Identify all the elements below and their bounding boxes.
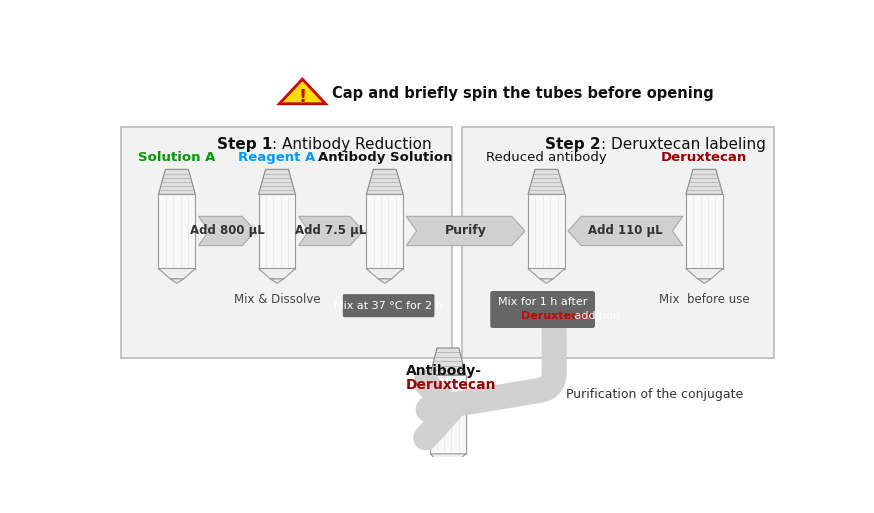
Polygon shape (687, 252, 722, 268)
Polygon shape (430, 348, 466, 375)
Text: Add 110 μL: Add 110 μL (588, 225, 662, 238)
Polygon shape (158, 268, 196, 279)
Text: : Deruxtecan labeling: : Deruxtecan labeling (600, 137, 766, 152)
Polygon shape (406, 216, 525, 246)
Text: Reduced antibody: Reduced antibody (486, 151, 607, 164)
Polygon shape (366, 194, 403, 268)
FancyBboxPatch shape (490, 291, 595, 328)
Polygon shape (430, 375, 466, 454)
Polygon shape (697, 279, 711, 283)
Polygon shape (259, 169, 295, 194)
FancyBboxPatch shape (343, 294, 434, 317)
Polygon shape (280, 79, 325, 104)
Text: Mix for 1 h after: Mix for 1 h after (498, 297, 587, 307)
Text: Step 2: Step 2 (545, 137, 600, 152)
Polygon shape (430, 454, 466, 465)
Polygon shape (529, 246, 565, 268)
Polygon shape (442, 465, 454, 468)
Text: Antibody-: Antibody- (406, 364, 482, 378)
Polygon shape (170, 279, 184, 282)
Polygon shape (299, 216, 364, 246)
Polygon shape (441, 465, 454, 470)
Text: Purify: Purify (445, 225, 487, 238)
Polygon shape (159, 235, 195, 268)
Polygon shape (270, 279, 284, 283)
Polygon shape (367, 252, 403, 268)
Polygon shape (431, 424, 465, 454)
FancyBboxPatch shape (121, 127, 452, 358)
FancyBboxPatch shape (461, 127, 773, 358)
Text: Antibody Solution: Antibody Solution (317, 151, 452, 164)
Polygon shape (271, 279, 283, 282)
Polygon shape (528, 194, 565, 268)
Polygon shape (698, 279, 711, 282)
Polygon shape (259, 268, 295, 279)
Polygon shape (158, 194, 196, 268)
Text: Mix  before use: Mix before use (659, 292, 750, 306)
Polygon shape (170, 279, 184, 283)
Polygon shape (568, 216, 683, 246)
Polygon shape (159, 268, 195, 279)
Polygon shape (686, 268, 723, 279)
Text: Step 1: Step 1 (217, 137, 273, 152)
Text: Mix & Dissolve: Mix & Dissolve (233, 292, 320, 306)
Polygon shape (431, 454, 465, 465)
Polygon shape (378, 279, 391, 282)
Polygon shape (686, 194, 723, 268)
Text: : Antibody Reduction: : Antibody Reduction (273, 137, 432, 152)
Text: Reagent A: Reagent A (239, 151, 316, 164)
Polygon shape (540, 279, 553, 283)
Polygon shape (686, 169, 723, 194)
Text: Purification of the conjugate: Purification of the conjugate (565, 388, 743, 401)
Polygon shape (158, 169, 196, 194)
Text: Add 7.5 μL: Add 7.5 μL (295, 225, 366, 238)
Polygon shape (528, 169, 565, 194)
Text: Deruxtecan: Deruxtecan (406, 378, 496, 392)
Polygon shape (260, 268, 295, 279)
Polygon shape (367, 268, 403, 279)
Text: Deruxtecan: Deruxtecan (662, 151, 747, 164)
Polygon shape (529, 268, 565, 279)
Text: Mix at 37 °C for 2 h: Mix at 37 °C for 2 h (335, 301, 443, 311)
Text: Deruxtecan: Deruxtecan (521, 311, 593, 321)
Text: addition: addition (571, 311, 621, 321)
Polygon shape (528, 268, 565, 279)
Polygon shape (259, 194, 295, 268)
Polygon shape (687, 268, 722, 279)
Polygon shape (198, 216, 255, 246)
Text: Cap and briefly spin the tubes before opening: Cap and briefly spin the tubes before op… (331, 86, 713, 102)
Text: Add 800 μL: Add 800 μL (190, 225, 264, 238)
Polygon shape (378, 279, 392, 283)
Polygon shape (260, 235, 295, 268)
FancyArrowPatch shape (426, 331, 554, 438)
Text: Solution A: Solution A (138, 151, 216, 164)
Text: !: ! (298, 88, 307, 106)
Polygon shape (540, 279, 552, 282)
Polygon shape (366, 169, 403, 194)
Polygon shape (366, 268, 403, 279)
